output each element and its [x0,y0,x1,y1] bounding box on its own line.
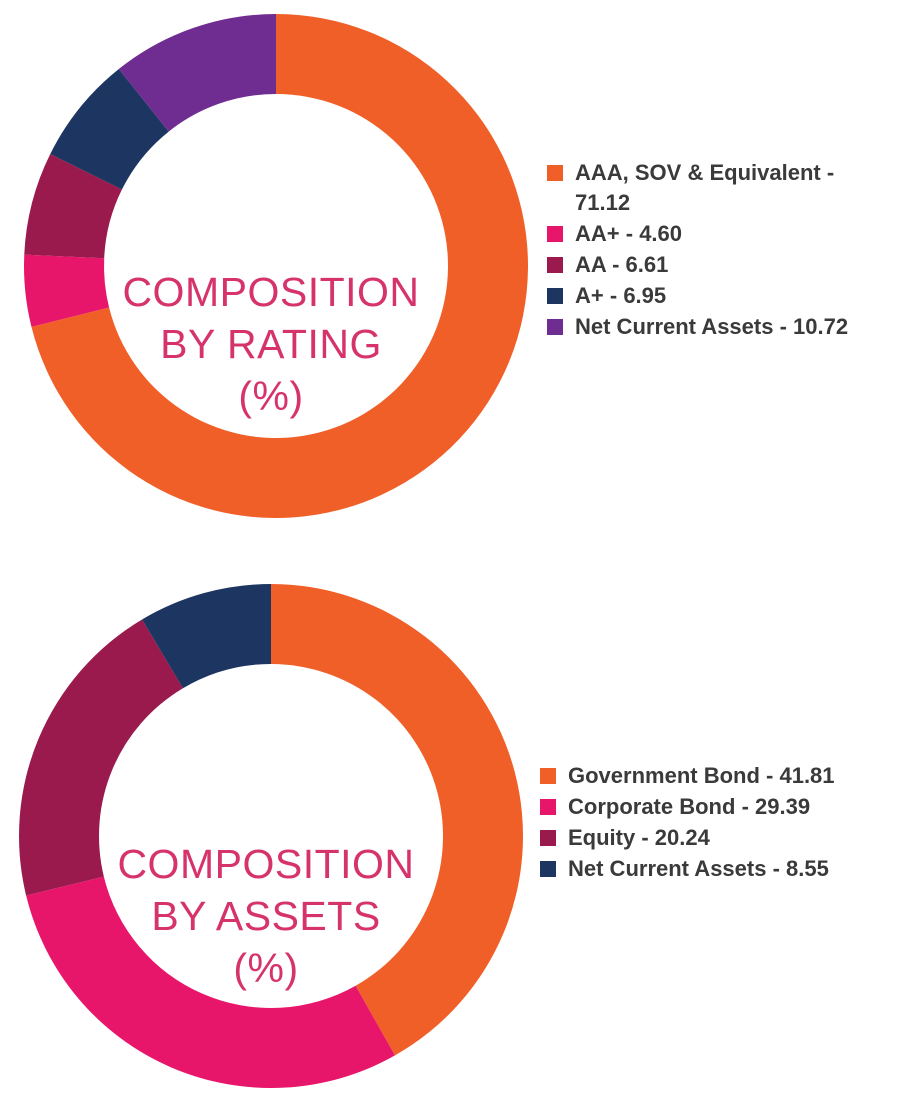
assets-chart: COMPOSITION BY ASSETS (%) Government Bon… [0,545,898,1103]
legend-swatch [540,861,556,877]
donut-slice-aa [23,254,110,327]
legend-value: 6.61 [625,252,669,277]
legend-swatch [547,319,563,335]
donut-slice-net-current-assets [118,14,276,132]
donut-slice-aa [24,153,122,259]
assets-donut [18,584,523,1088]
legend-swatch [547,165,563,181]
legend-value: 8.55 [786,856,829,881]
assets-title-line-1: COMPOSITION [117,841,415,887]
legend-item: Government Bond - 41.81 [540,761,890,791]
rating-title-line-2: BY RATING [160,321,382,367]
legend-label: AAA, SOV & Equivalent [575,160,821,185]
legend-item: AA - 6.61 [547,250,887,280]
legend-label: Net Current Assets [575,314,774,339]
legend-label: Corporate Bond [568,794,736,819]
rating-title-line-1: COMPOSITION [122,269,420,315]
legend-text: Net Current Assets - 8.55 [568,856,829,881]
rating-center-title: COMPOSITION BY RATING (%) [101,266,441,422]
legend-value: 10.72 [793,314,849,339]
legend-text: AA - 6.61 [575,252,669,277]
legend-swatch [547,257,563,273]
legend-swatch [547,288,563,304]
legend-swatch [540,799,556,815]
legend-text: Corporate Bond - 29.39 [568,794,811,819]
legend-text: AAA, SOV & Equivalent - 71.12 [575,160,835,215]
legend-swatch [547,226,563,242]
legend-item: Net Current Assets - 8.55 [540,854,890,884]
legend-label: Net Current Assets [568,856,767,881]
legend-item: A+ - 6.95 [547,281,887,311]
donut-slice-aaa-sov-equivalent [31,14,528,518]
legend-value: 4.60 [639,221,683,246]
assets-legend: Government Bond - 41.81 Corporate Bond -… [540,761,890,885]
rating-chart: COMPOSITION BY RATING (%) AAA, SOV & Equ… [0,0,898,545]
donut-slice-equity [18,619,183,896]
legend-label: Government Bond [568,763,760,788]
donut-slice-corporate-bond [26,876,395,1088]
legend-text: Government Bond - 41.81 [568,763,835,788]
donut-slice-net-current-assets [142,584,271,689]
legend-label: AA [575,252,606,277]
legend-text: A+ - 6.95 [575,283,667,308]
legend-item: Net Current Assets - 10.72 [547,312,887,342]
legend-item: AA+ - 4.60 [547,219,887,249]
assets-title-line-3: (%) [233,945,299,991]
legend-item: Equity - 20.24 [540,823,890,853]
legend-value: 6.95 [623,283,667,308]
legend-text: AA+ - 4.60 [575,221,683,246]
legend-value: 41.81 [779,763,835,788]
legend-item: Corporate Bond - 29.39 [540,792,890,822]
rating-title-line-3: (%) [238,373,304,419]
assets-title-line-2: BY ASSETS [151,893,381,939]
legend-value: 29.39 [755,794,811,819]
legend-item: AAA, SOV & Equivalent - 71.12 [547,158,887,218]
legend-label: Equity [568,825,636,850]
legend-value: 20.24 [654,825,710,850]
legend-label: AA+ [575,221,620,246]
rating-donut [23,14,528,518]
legend-text: Equity - 20.24 [568,825,710,850]
donut-slice-government-bond [271,584,523,1056]
rating-legend: AAA, SOV & Equivalent - 71.12 AA+ - 4.60… [547,158,887,343]
donut-slice-a [50,69,169,190]
legend-value: 71.12 [575,190,631,215]
legend-swatch [540,830,556,846]
legend-swatch [540,768,556,784]
assets-center-title: COMPOSITION BY ASSETS (%) [96,838,436,994]
legend-text: Net Current Assets - 10.72 [575,314,849,339]
legend-label: A+ [575,283,604,308]
